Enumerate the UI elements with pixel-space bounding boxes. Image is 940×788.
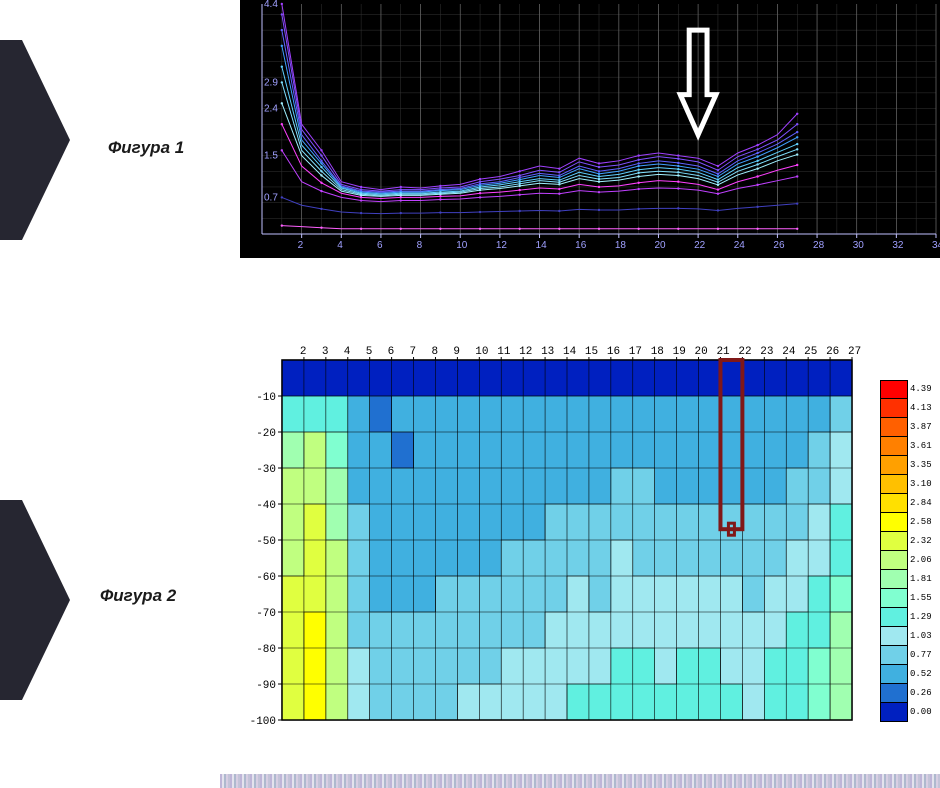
contour-chart-2: 2345678910111213141516171819202122232425… <box>240 340 880 740</box>
svg-text:2.4: 2.4 <box>264 104 278 115</box>
svg-text:2: 2 <box>300 346 307 358</box>
legend-row: 4.13 <box>880 399 940 418</box>
svg-text:1.5: 1.5 <box>264 151 278 162</box>
svg-text:16: 16 <box>607 346 620 358</box>
chart-2-frame: 2345678910111213141516171819202122232425… <box>240 340 940 750</box>
svg-text:-70: -70 <box>256 608 276 620</box>
legend-row: 3.10 <box>880 475 940 494</box>
svg-text:-100: -100 <box>250 716 276 728</box>
svg-text:4.4: 4.4 <box>264 0 278 10</box>
chart-2-legend: 4.394.133.873.613.353.102.842.582.322.06… <box>880 380 940 720</box>
svg-text:7: 7 <box>410 346 417 358</box>
page-chevron-top <box>0 40 70 240</box>
legend-row: 2.06 <box>880 551 940 570</box>
svg-text:11: 11 <box>497 346 511 358</box>
svg-text:22: 22 <box>694 240 706 251</box>
svg-text:2.9: 2.9 <box>264 77 278 88</box>
svg-text:10: 10 <box>456 240 468 251</box>
svg-text:32: 32 <box>892 240 904 251</box>
svg-text:-10: -10 <box>256 392 276 404</box>
svg-text:5: 5 <box>366 346 373 358</box>
svg-text:30: 30 <box>853 240 865 251</box>
svg-text:34: 34 <box>932 240 940 251</box>
svg-text:12: 12 <box>496 240 508 251</box>
svg-text:14: 14 <box>563 346 577 358</box>
svg-text:-50: -50 <box>256 536 276 548</box>
decorative-strip <box>220 774 940 788</box>
legend-row: 4.39 <box>880 380 940 399</box>
svg-text:22: 22 <box>738 346 751 358</box>
legend-row: 2.58 <box>880 513 940 532</box>
svg-text:10: 10 <box>475 346 488 358</box>
svg-text:-90: -90 <box>256 680 276 692</box>
svg-text:6: 6 <box>388 346 395 358</box>
svg-text:14: 14 <box>536 240 548 251</box>
legend-row: 0.77 <box>880 646 940 665</box>
svg-text:24: 24 <box>782 346 796 358</box>
figure-2-label: Фигура 2 <box>100 586 176 606</box>
svg-text:2: 2 <box>298 240 304 251</box>
svg-text:8: 8 <box>417 240 423 251</box>
legend-row: 0.52 <box>880 665 940 684</box>
page-chevron-bottom <box>0 500 70 700</box>
svg-text:8: 8 <box>431 346 438 358</box>
legend-row: 2.32 <box>880 532 940 551</box>
svg-text:4: 4 <box>337 240 343 251</box>
chart-1-frame: 0.71.52.42.94.42468101214161820222426283… <box>240 0 940 258</box>
svg-text:17: 17 <box>629 346 642 358</box>
legend-row: 2.84 <box>880 494 940 513</box>
svg-text:21: 21 <box>716 346 730 358</box>
legend-row: 3.35 <box>880 456 940 475</box>
svg-text:4: 4 <box>344 346 351 358</box>
legend-row: 0.26 <box>880 684 940 703</box>
legend-row: 1.55 <box>880 589 940 608</box>
svg-text:18: 18 <box>615 240 627 251</box>
svg-text:0.7: 0.7 <box>264 192 278 203</box>
svg-text:13: 13 <box>541 346 554 358</box>
svg-text:23: 23 <box>760 346 773 358</box>
svg-text:-30: -30 <box>256 464 276 476</box>
svg-text:26: 26 <box>773 240 785 251</box>
svg-text:16: 16 <box>575 240 587 251</box>
svg-text:20: 20 <box>695 346 708 358</box>
legend-row: 0.00 <box>880 703 940 722</box>
svg-text:-60: -60 <box>256 572 276 584</box>
legend-row: 1.03 <box>880 627 940 646</box>
svg-text:-40: -40 <box>256 500 276 512</box>
legend-row: 3.61 <box>880 437 940 456</box>
svg-text:6: 6 <box>377 240 383 251</box>
legend-row: 1.81 <box>880 570 940 589</box>
svg-text:28: 28 <box>813 240 825 251</box>
svg-text:9: 9 <box>453 346 460 358</box>
figure-1-label: Фигура 1 <box>108 138 184 158</box>
svg-text:-80: -80 <box>256 644 276 656</box>
svg-text:19: 19 <box>673 346 686 358</box>
svg-text:25: 25 <box>804 346 817 358</box>
svg-text:24: 24 <box>734 240 746 251</box>
svg-text:26: 26 <box>826 346 839 358</box>
legend-row: 3.87 <box>880 418 940 437</box>
svg-text:15: 15 <box>585 346 598 358</box>
legend-row: 1.29 <box>880 608 940 627</box>
svg-text:18: 18 <box>651 346 664 358</box>
svg-text:-20: -20 <box>256 428 276 440</box>
svg-text:12: 12 <box>519 346 532 358</box>
svg-text:3: 3 <box>322 346 329 358</box>
svg-text:20: 20 <box>654 240 666 251</box>
line-chart-1: 0.71.52.42.94.42468101214161820222426283… <box>240 0 940 258</box>
svg-text:27: 27 <box>848 346 861 358</box>
